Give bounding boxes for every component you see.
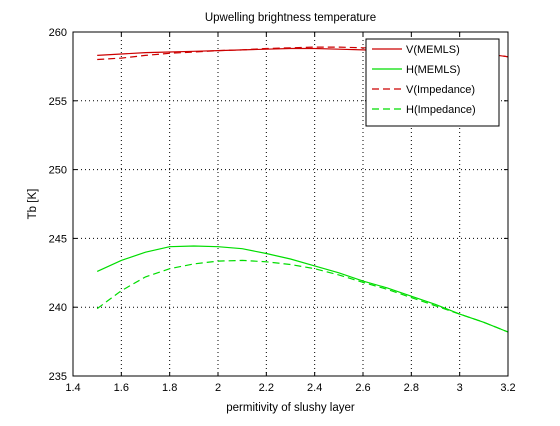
- x-tick-label: 2: [215, 382, 221, 394]
- x-tick-label: 2.6: [355, 382, 370, 394]
- grid-lines: [73, 32, 508, 376]
- x-tick-label: 2.2: [259, 382, 274, 394]
- legend-label: V(MEMLS): [406, 44, 460, 56]
- legend-label: H(MEMLS): [406, 64, 460, 76]
- y-tick-label: 235: [49, 371, 67, 383]
- x-tick-label: 3.2: [500, 382, 515, 394]
- y-tick-label: 260: [49, 27, 67, 39]
- x-axis-label: permitivity of slushy layer: [226, 402, 355, 414]
- plot-frame: [72, 31, 509, 377]
- y-axis-label: Tb [K]: [27, 189, 39, 220]
- y-tick-label: 255: [49, 96, 67, 108]
- x-tick-label: 1.8: [162, 382, 177, 394]
- legend: V(MEMLS) H(MEMLS) V(Impedance) H(Impedance): [365, 38, 500, 127]
- y-tick-label: 250: [49, 165, 67, 177]
- series-line-h-impedance: [96, 259, 509, 333]
- y-tick-labels: 235 240 245 250 255 260: [49, 27, 67, 383]
- y-tick-label: 245: [49, 233, 67, 245]
- x-tick-labels: 1.4 1.6 1.8 2 2.2 2.4 2.6 2.8 3 3.2: [65, 382, 515, 394]
- chart-title: Upwelling brightness temperature: [205, 12, 376, 24]
- x-tick-label: 3: [457, 382, 463, 394]
- x-tick-label: 1.4: [65, 382, 80, 394]
- x-tick-label: 2.4: [307, 382, 322, 394]
- x-tick-label: 2.8: [404, 382, 419, 394]
- y-tick-label: 240: [49, 302, 67, 314]
- x-tick-label: 1.6: [114, 382, 129, 394]
- legend-box: [365, 38, 500, 127]
- series-line-h-memls: [96, 245, 509, 333]
- legend-label: V(Impedance): [406, 84, 475, 96]
- legend-label: H(Impedance): [406, 104, 476, 116]
